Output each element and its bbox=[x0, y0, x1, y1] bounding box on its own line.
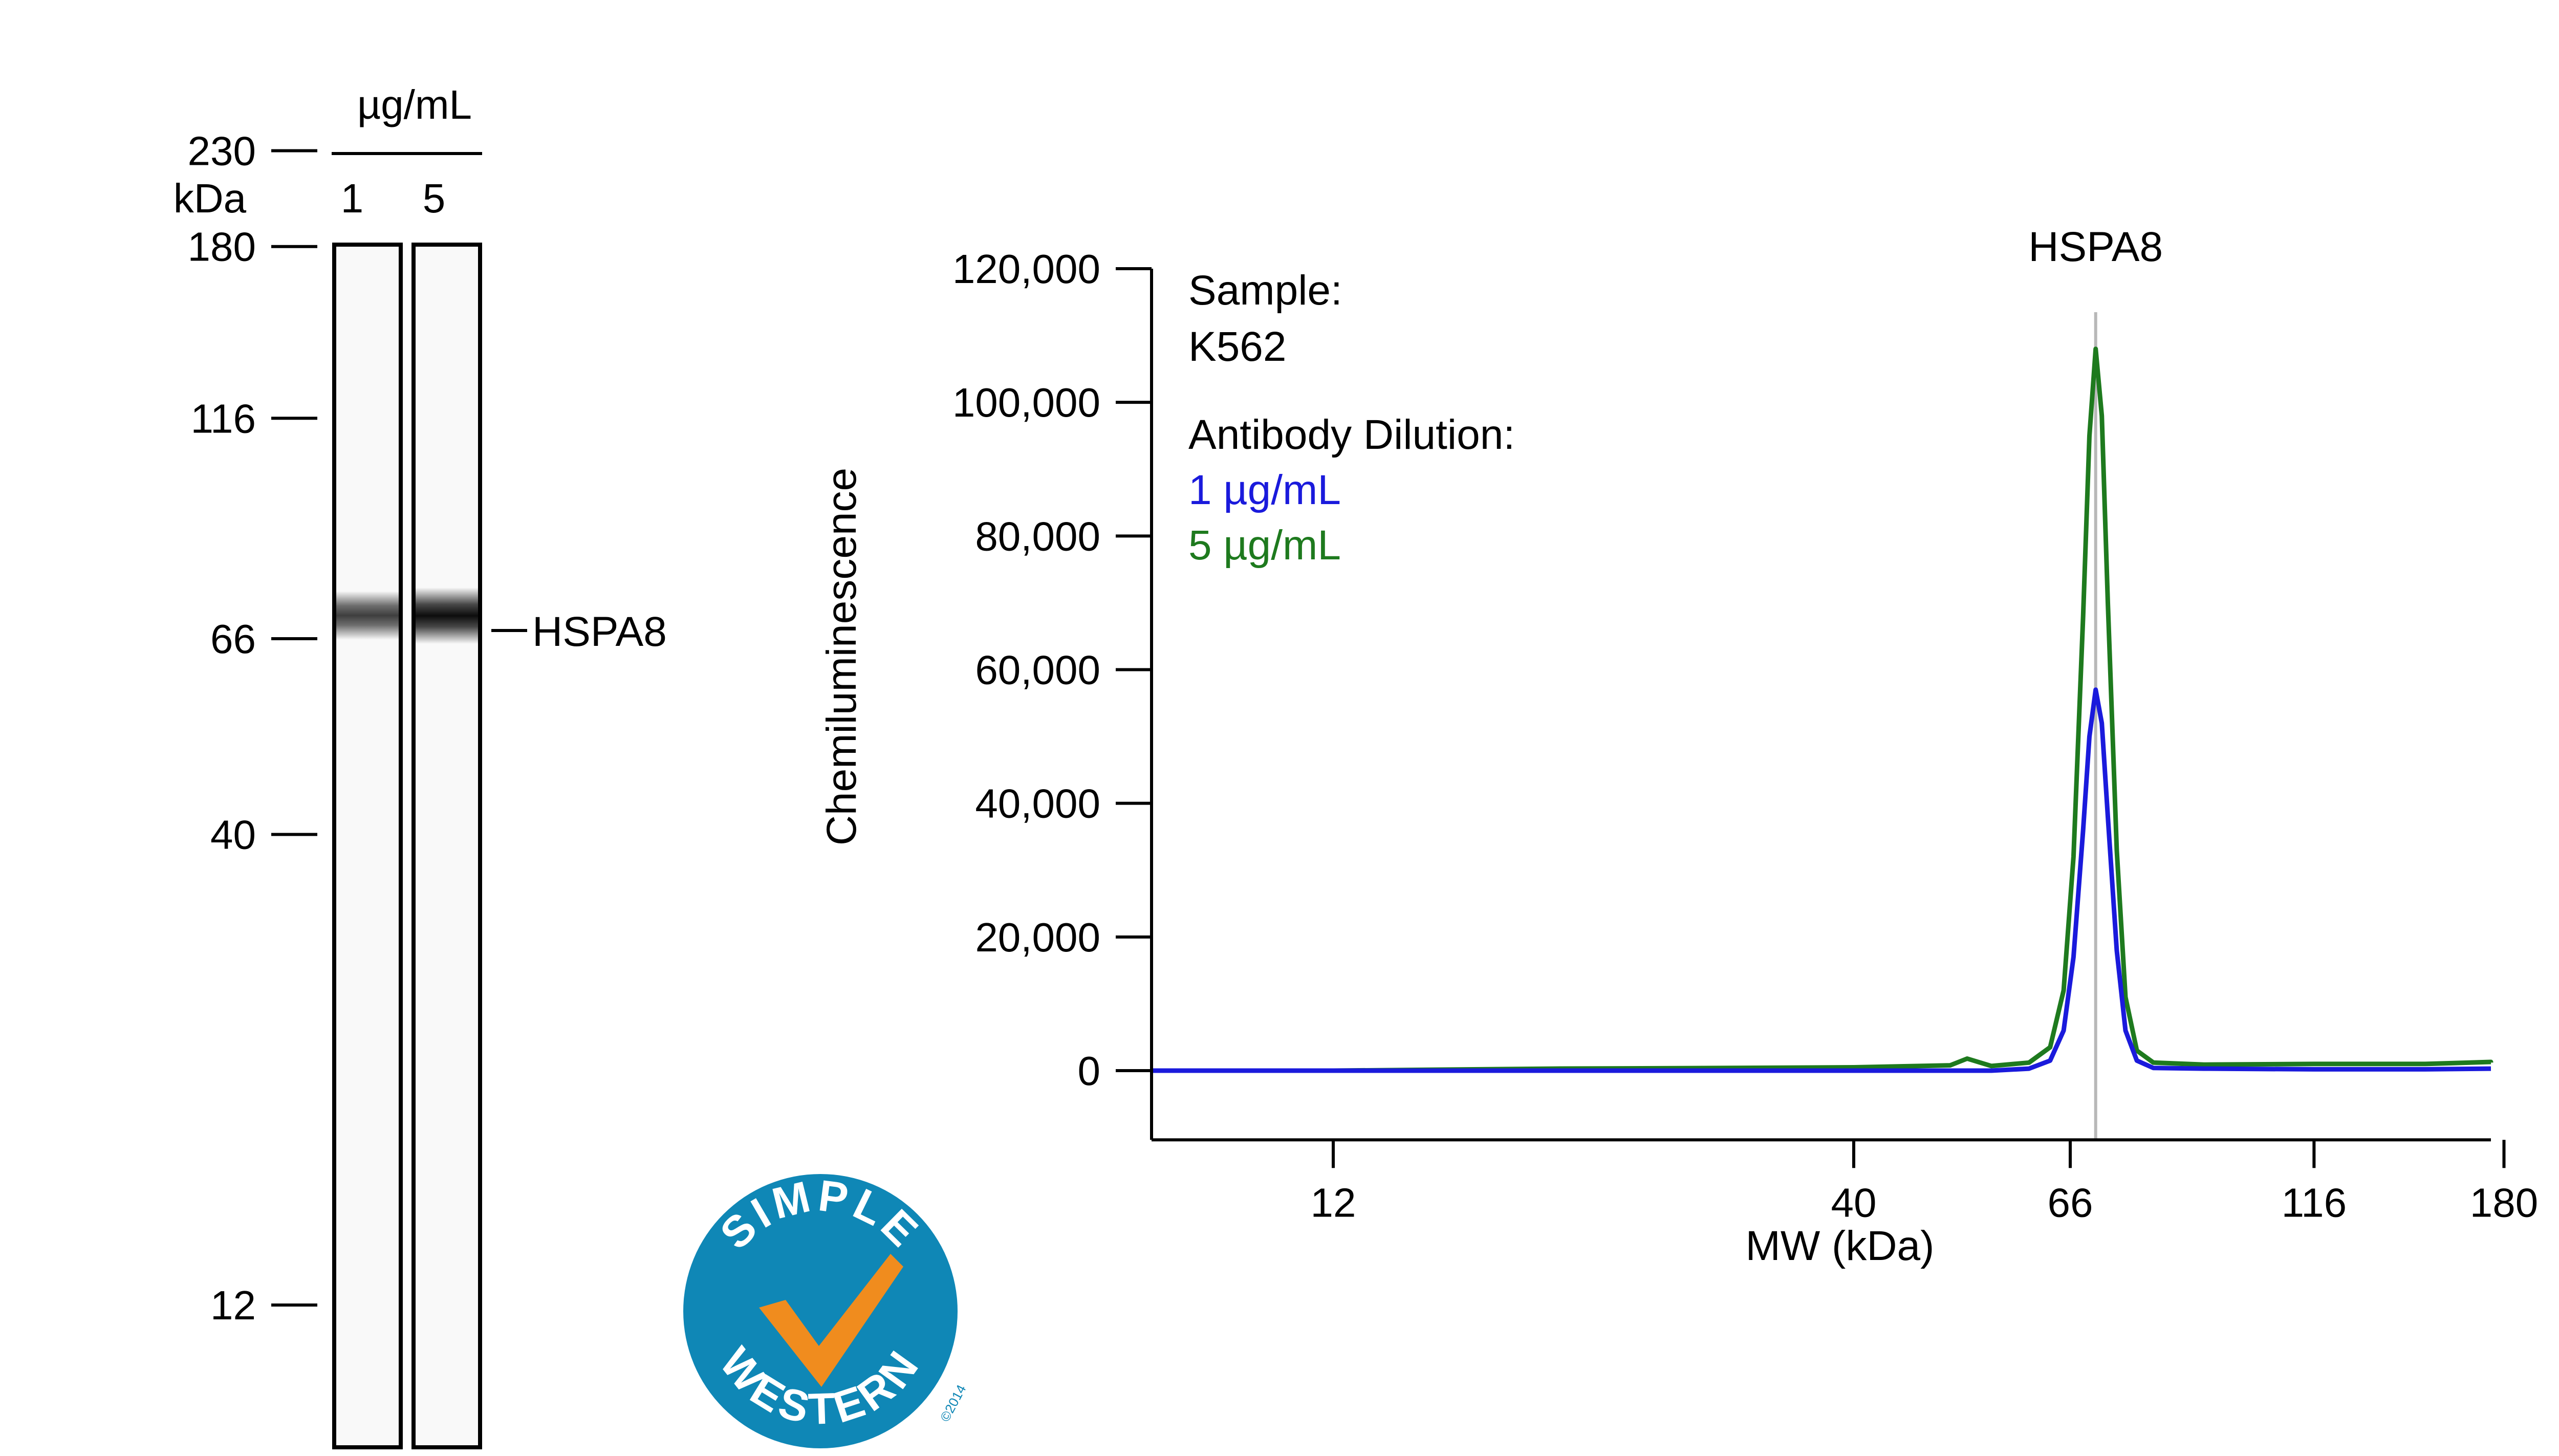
legend-series-1: 1 µg/mL bbox=[1188, 467, 1341, 513]
logo-copyright: ©2014 bbox=[937, 1382, 969, 1424]
y-tick-label: 60,000 bbox=[975, 647, 1100, 693]
chart-panel: 020,00040,00060,00080,000100,000120,000 … bbox=[818, 224, 2538, 1269]
series-line-2 bbox=[1152, 346, 2493, 1073]
gel-band-lane-2 bbox=[416, 588, 478, 644]
y-axis-label: Chemiluminescence bbox=[818, 468, 865, 845]
legend-series-2: 5 µg/mL bbox=[1188, 522, 1341, 569]
logo-circle bbox=[683, 1174, 958, 1448]
gel-marker-label: 180 bbox=[188, 224, 256, 270]
y-tick-label: 0 bbox=[1078, 1048, 1101, 1094]
y-tick-label: 80,000 bbox=[975, 513, 1100, 559]
lane-label-1: 1 bbox=[341, 176, 364, 221]
gel-lane-1 bbox=[332, 243, 403, 1449]
x-tick-label: 116 bbox=[2282, 1180, 2347, 1225]
y-tick-label: 100,000 bbox=[952, 380, 1100, 425]
series-line-1 bbox=[1152, 687, 2491, 1073]
gel-marker-label: 12 bbox=[210, 1283, 256, 1328]
legend-dilution-label: Antibody Dilution: bbox=[1188, 411, 1515, 458]
x-tick-label: 180 bbox=[2470, 1180, 2538, 1225]
gel-panel: µg/mL kDa 1 5 230 180 116 66 40 12 HSPA8 bbox=[174, 82, 667, 1449]
peak-label: HSPA8 bbox=[2028, 224, 2163, 270]
gel-unit-label: µg/mL bbox=[357, 82, 472, 127]
band-label: HSPA8 bbox=[532, 609, 667, 655]
x-axis-ticks: 124066116180230 bbox=[1311, 1140, 2538, 1225]
x-tick-label: 40 bbox=[1831, 1180, 1877, 1225]
x-tick-label: 12 bbox=[1311, 1180, 1356, 1225]
gel-marker-group: 230 180 116 66 40 12 bbox=[188, 128, 317, 1328]
gel-marker-label: 66 bbox=[210, 616, 256, 662]
y-tick-label: 20,000 bbox=[975, 915, 1100, 960]
gel-marker-label: 116 bbox=[190, 396, 256, 441]
x-tick-label: 66 bbox=[2048, 1180, 2093, 1225]
x-axis-label: MW (kDa) bbox=[1746, 1223, 1935, 1269]
y-tick-label: 120,000 bbox=[952, 246, 1100, 292]
series-lines bbox=[1152, 346, 2493, 1073]
gel-kda-label: kDa bbox=[174, 176, 247, 221]
simple-western-logo: SIMPLE WESTERN ©2014 bbox=[683, 1171, 969, 1448]
gel-marker-label: 40 bbox=[210, 812, 256, 857]
legend-sample-value: K562 bbox=[1188, 323, 1287, 370]
legend-sample-label: Sample: bbox=[1188, 267, 1342, 314]
logo-check-icon bbox=[759, 1254, 903, 1387]
gel-lane-2 bbox=[411, 243, 482, 1449]
gel-band-lane-1 bbox=[336, 591, 399, 640]
legend: Sample: K562 Antibody Dilution: 1 µg/mL … bbox=[1188, 267, 1515, 569]
y-axis-ticks: 0 20,000 40,000 60,000 80,000 100,000 120,000 bbox=[952, 246, 1152, 1094]
gel-marker-label: 230 bbox=[188, 128, 256, 174]
y-tick-label: 40,000 bbox=[975, 781, 1100, 827]
lane-label-2: 5 bbox=[423, 176, 446, 221]
